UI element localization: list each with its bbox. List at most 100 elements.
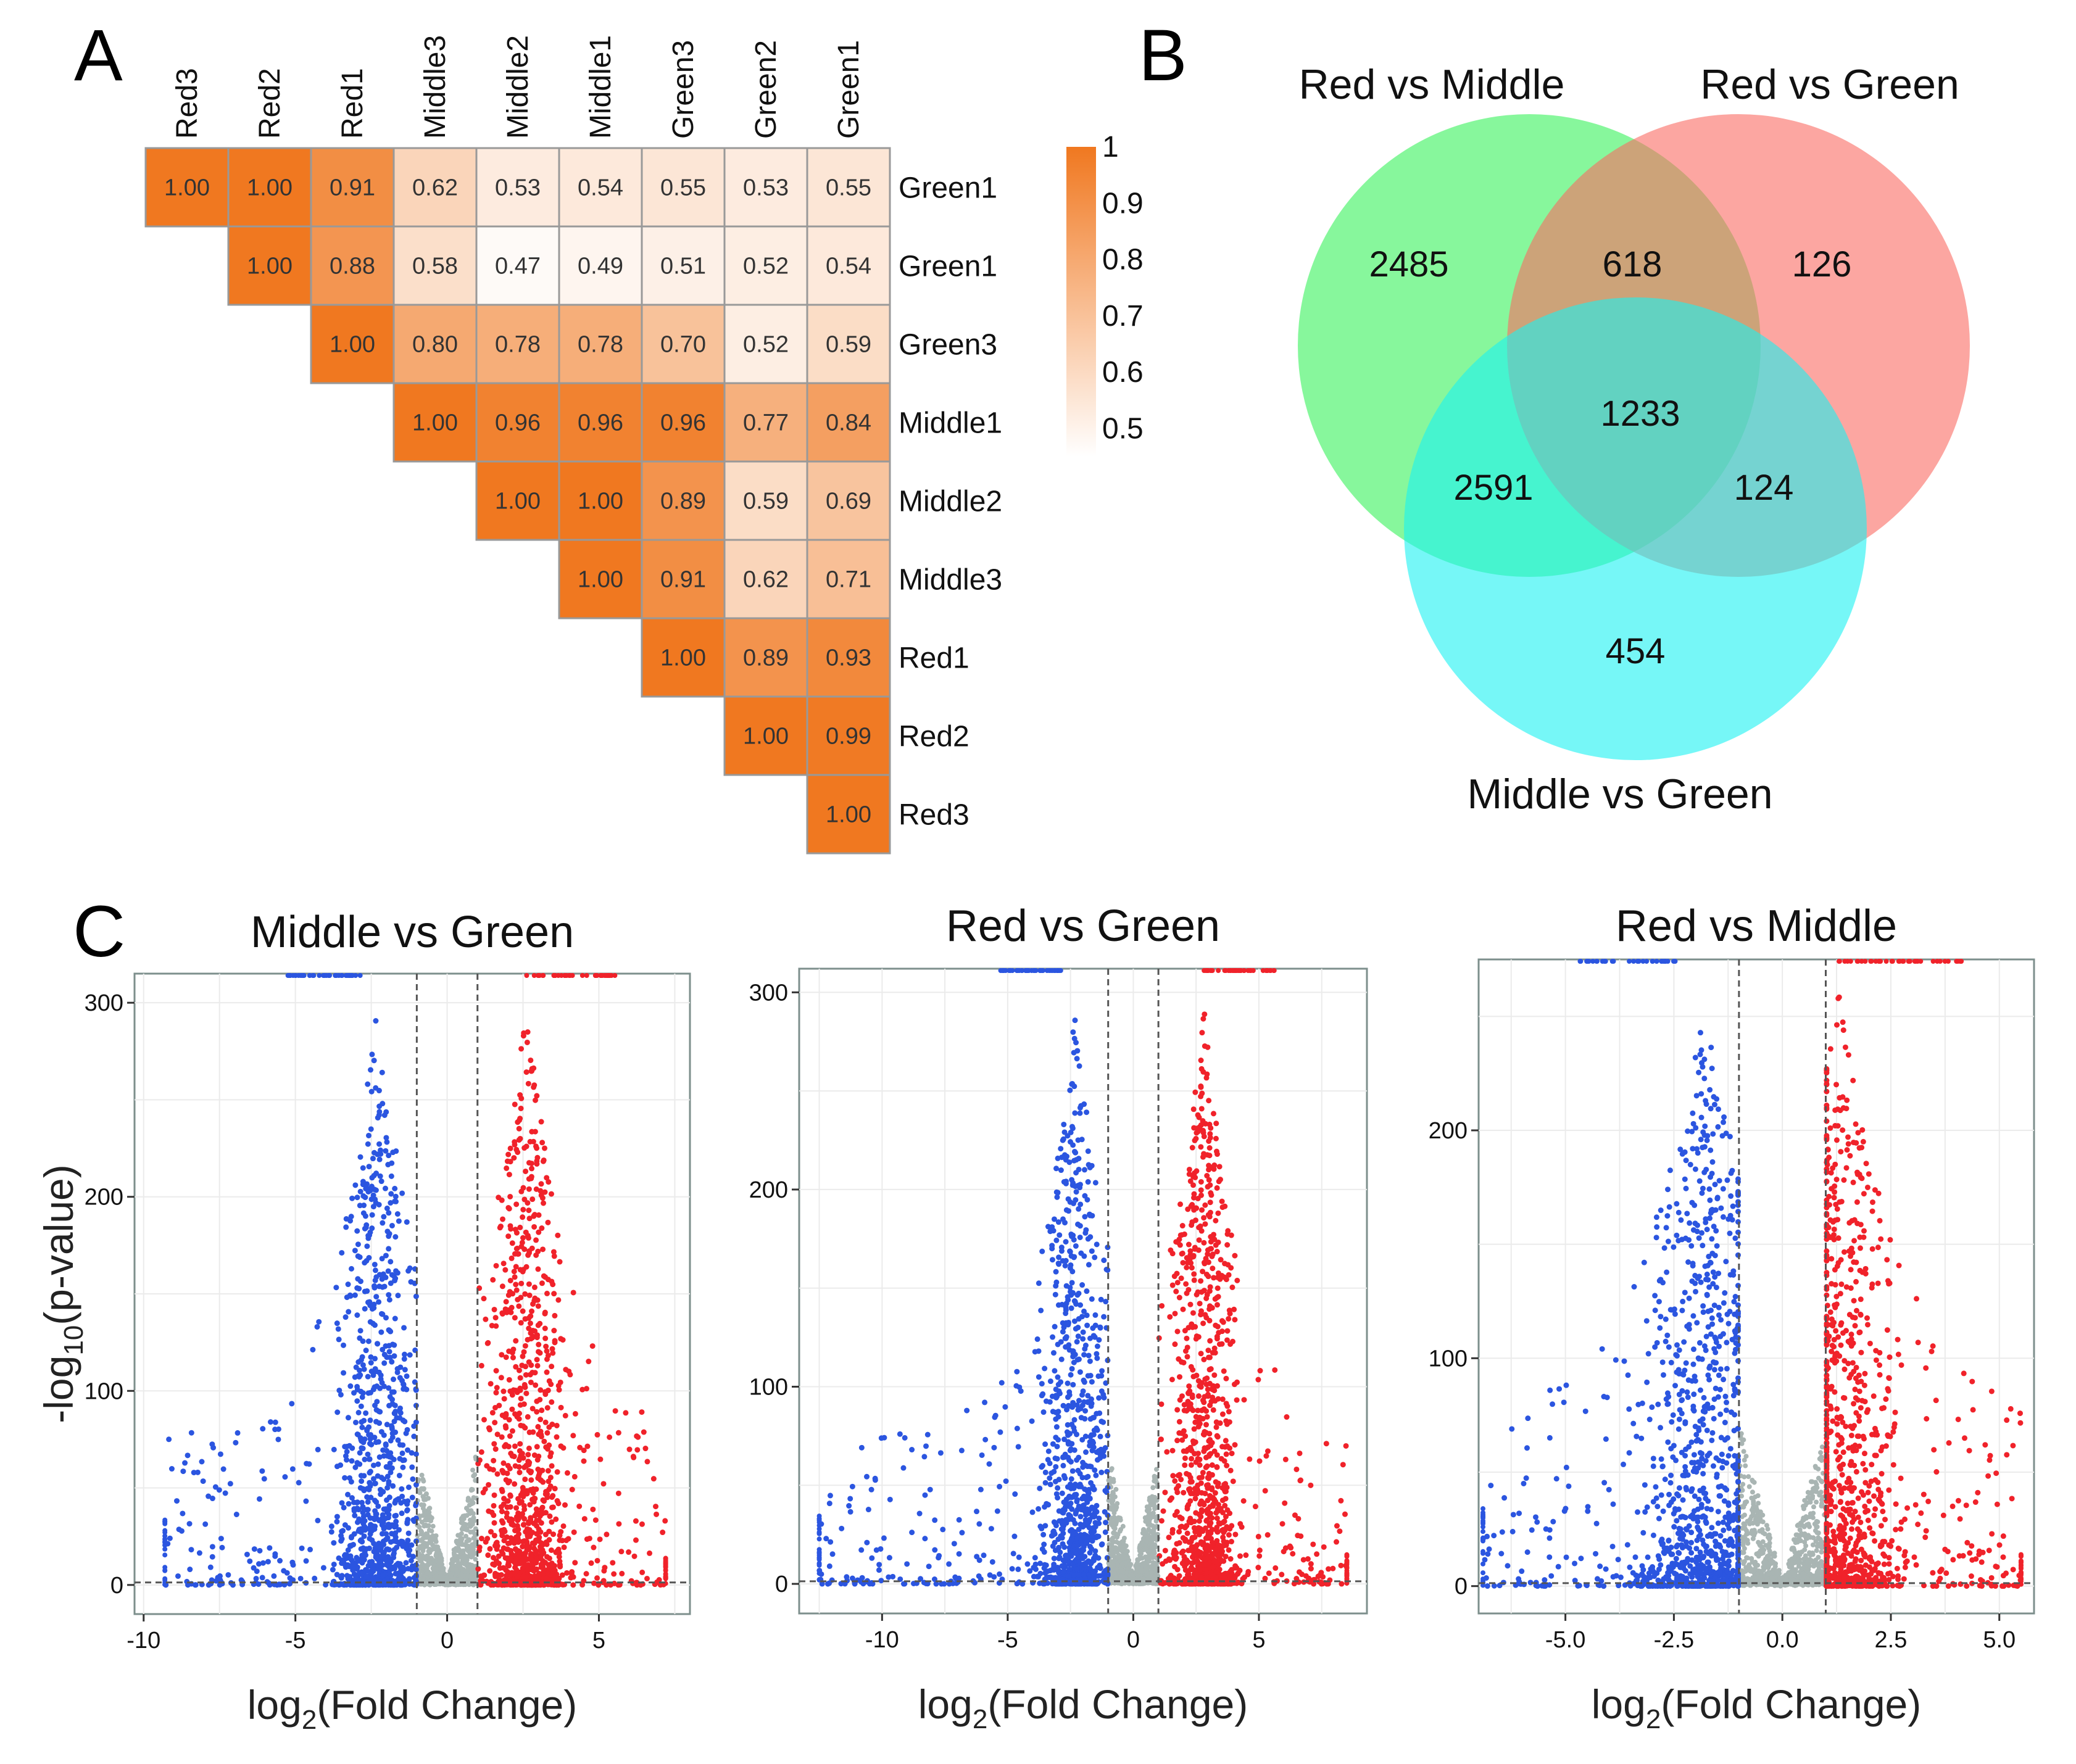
heatmap-cell (392, 382, 478, 463)
up-point (531, 1212, 538, 1218)
down-point (341, 1552, 347, 1559)
down-point (354, 1499, 360, 1505)
down-point (222, 1490, 228, 1496)
down-point (317, 973, 322, 978)
down-point (902, 1435, 908, 1441)
up-point (570, 1433, 576, 1439)
down-point (373, 1274, 380, 1280)
down-point (180, 1510, 186, 1517)
up-point (513, 1282, 519, 1288)
up-point (537, 1350, 543, 1356)
nonsig-point (1119, 1561, 1125, 1567)
up-point (536, 1467, 542, 1473)
down-point (303, 1498, 309, 1504)
heatmap-cell-value: 1.00 (412, 410, 458, 436)
down-point (348, 1479, 354, 1485)
up-point (535, 1322, 541, 1328)
down-point (347, 1292, 353, 1298)
up-point (521, 1502, 527, 1509)
nonsig-point (1150, 1485, 1156, 1491)
down-point (362, 1306, 368, 1312)
up-point (570, 1290, 576, 1296)
up-point (548, 1191, 554, 1197)
up-point (529, 1068, 535, 1074)
down-point (389, 1426, 395, 1432)
up-point (505, 1204, 512, 1211)
down-point (922, 1536, 928, 1542)
heatmap-cell-value: 1.00 (660, 645, 706, 671)
down-point (365, 1499, 371, 1505)
legend-tick-label: 0.6 (1102, 356, 1144, 389)
heatmap-cell (641, 304, 726, 384)
up-point (504, 1510, 510, 1516)
nonsig-point (459, 1531, 464, 1536)
up-point (523, 1390, 529, 1396)
nonsig-point (421, 1545, 426, 1551)
down-point (375, 1461, 381, 1467)
up-point (546, 1179, 552, 1185)
up-point (500, 1470, 507, 1476)
up-point (529, 1166, 535, 1172)
down-point (382, 1185, 388, 1191)
down-point (413, 1481, 419, 1488)
up-point (517, 1224, 523, 1230)
down-point (227, 1481, 233, 1487)
up-point (544, 1446, 550, 1452)
down-point (847, 1509, 853, 1515)
up-point (539, 1195, 546, 1201)
down-point (196, 1550, 202, 1556)
up-point (538, 1529, 544, 1535)
up-point (531, 1452, 538, 1458)
heatmap-col-label: Red2 (254, 68, 286, 139)
nonsig-point (463, 1533, 469, 1539)
heatmap-cell-value: 0.55 (826, 175, 871, 201)
down-point (900, 1465, 907, 1471)
up-point (493, 1323, 499, 1329)
down-point (979, 1452, 985, 1458)
up-point (542, 1325, 548, 1331)
down-point (388, 1259, 394, 1265)
down-point (363, 1186, 369, 1192)
up-point (586, 1359, 592, 1365)
nonsig-point (470, 1487, 475, 1493)
nonsig-point (464, 1513, 470, 1518)
up-point (538, 1417, 544, 1423)
up-point (523, 1544, 529, 1550)
up-point (482, 1486, 488, 1492)
up-point (552, 1338, 558, 1344)
up-point (560, 1523, 567, 1529)
down-point (334, 1320, 340, 1327)
down-point (1042, 1480, 1048, 1486)
up-point (533, 1550, 539, 1556)
down-point (220, 1466, 226, 1472)
down-point (162, 1576, 168, 1581)
nonsig-point (468, 1530, 473, 1535)
down-point (175, 1573, 181, 1579)
down-point (376, 1420, 383, 1427)
up-point (500, 1460, 507, 1466)
down-point (358, 1403, 364, 1409)
down-point (349, 1495, 355, 1501)
nonsig-point (423, 1497, 428, 1502)
up-point (544, 1175, 550, 1181)
nonsig-point (1112, 1526, 1118, 1531)
down-point (389, 1359, 395, 1365)
down-point (366, 1486, 372, 1493)
down-point (1009, 1566, 1015, 1572)
up-point (537, 1396, 543, 1402)
down-point (339, 1560, 345, 1567)
up-point (538, 1188, 544, 1194)
heatmap-cell-value: 1.00 (495, 489, 541, 515)
down-point (371, 1462, 377, 1468)
up-point (549, 1463, 555, 1469)
up-point (515, 1119, 521, 1125)
up-point (483, 1539, 489, 1545)
down-point (1071, 1318, 1077, 1324)
down-point (348, 1214, 354, 1220)
heatmap-row-label: Middle1 (899, 407, 1002, 440)
down-point (365, 1390, 372, 1396)
down-point (378, 1429, 384, 1435)
down-point (235, 1430, 241, 1436)
up-point (542, 1335, 549, 1341)
up-point (539, 1407, 545, 1414)
